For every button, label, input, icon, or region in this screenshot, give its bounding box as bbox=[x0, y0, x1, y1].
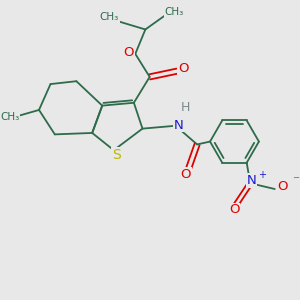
Text: N: N bbox=[247, 174, 256, 187]
Text: O: O bbox=[124, 46, 134, 59]
Text: CH₃: CH₃ bbox=[1, 112, 20, 122]
Text: +: + bbox=[258, 169, 266, 180]
Text: O: O bbox=[229, 203, 240, 217]
Text: H: H bbox=[180, 101, 190, 114]
Text: S: S bbox=[112, 148, 120, 161]
Text: ⁻: ⁻ bbox=[292, 174, 299, 188]
Text: O: O bbox=[278, 180, 288, 193]
Text: O: O bbox=[178, 62, 189, 75]
Text: N: N bbox=[174, 119, 184, 132]
Text: O: O bbox=[180, 167, 191, 181]
Text: CH₃: CH₃ bbox=[164, 7, 184, 17]
Text: CH₃: CH₃ bbox=[100, 12, 119, 22]
